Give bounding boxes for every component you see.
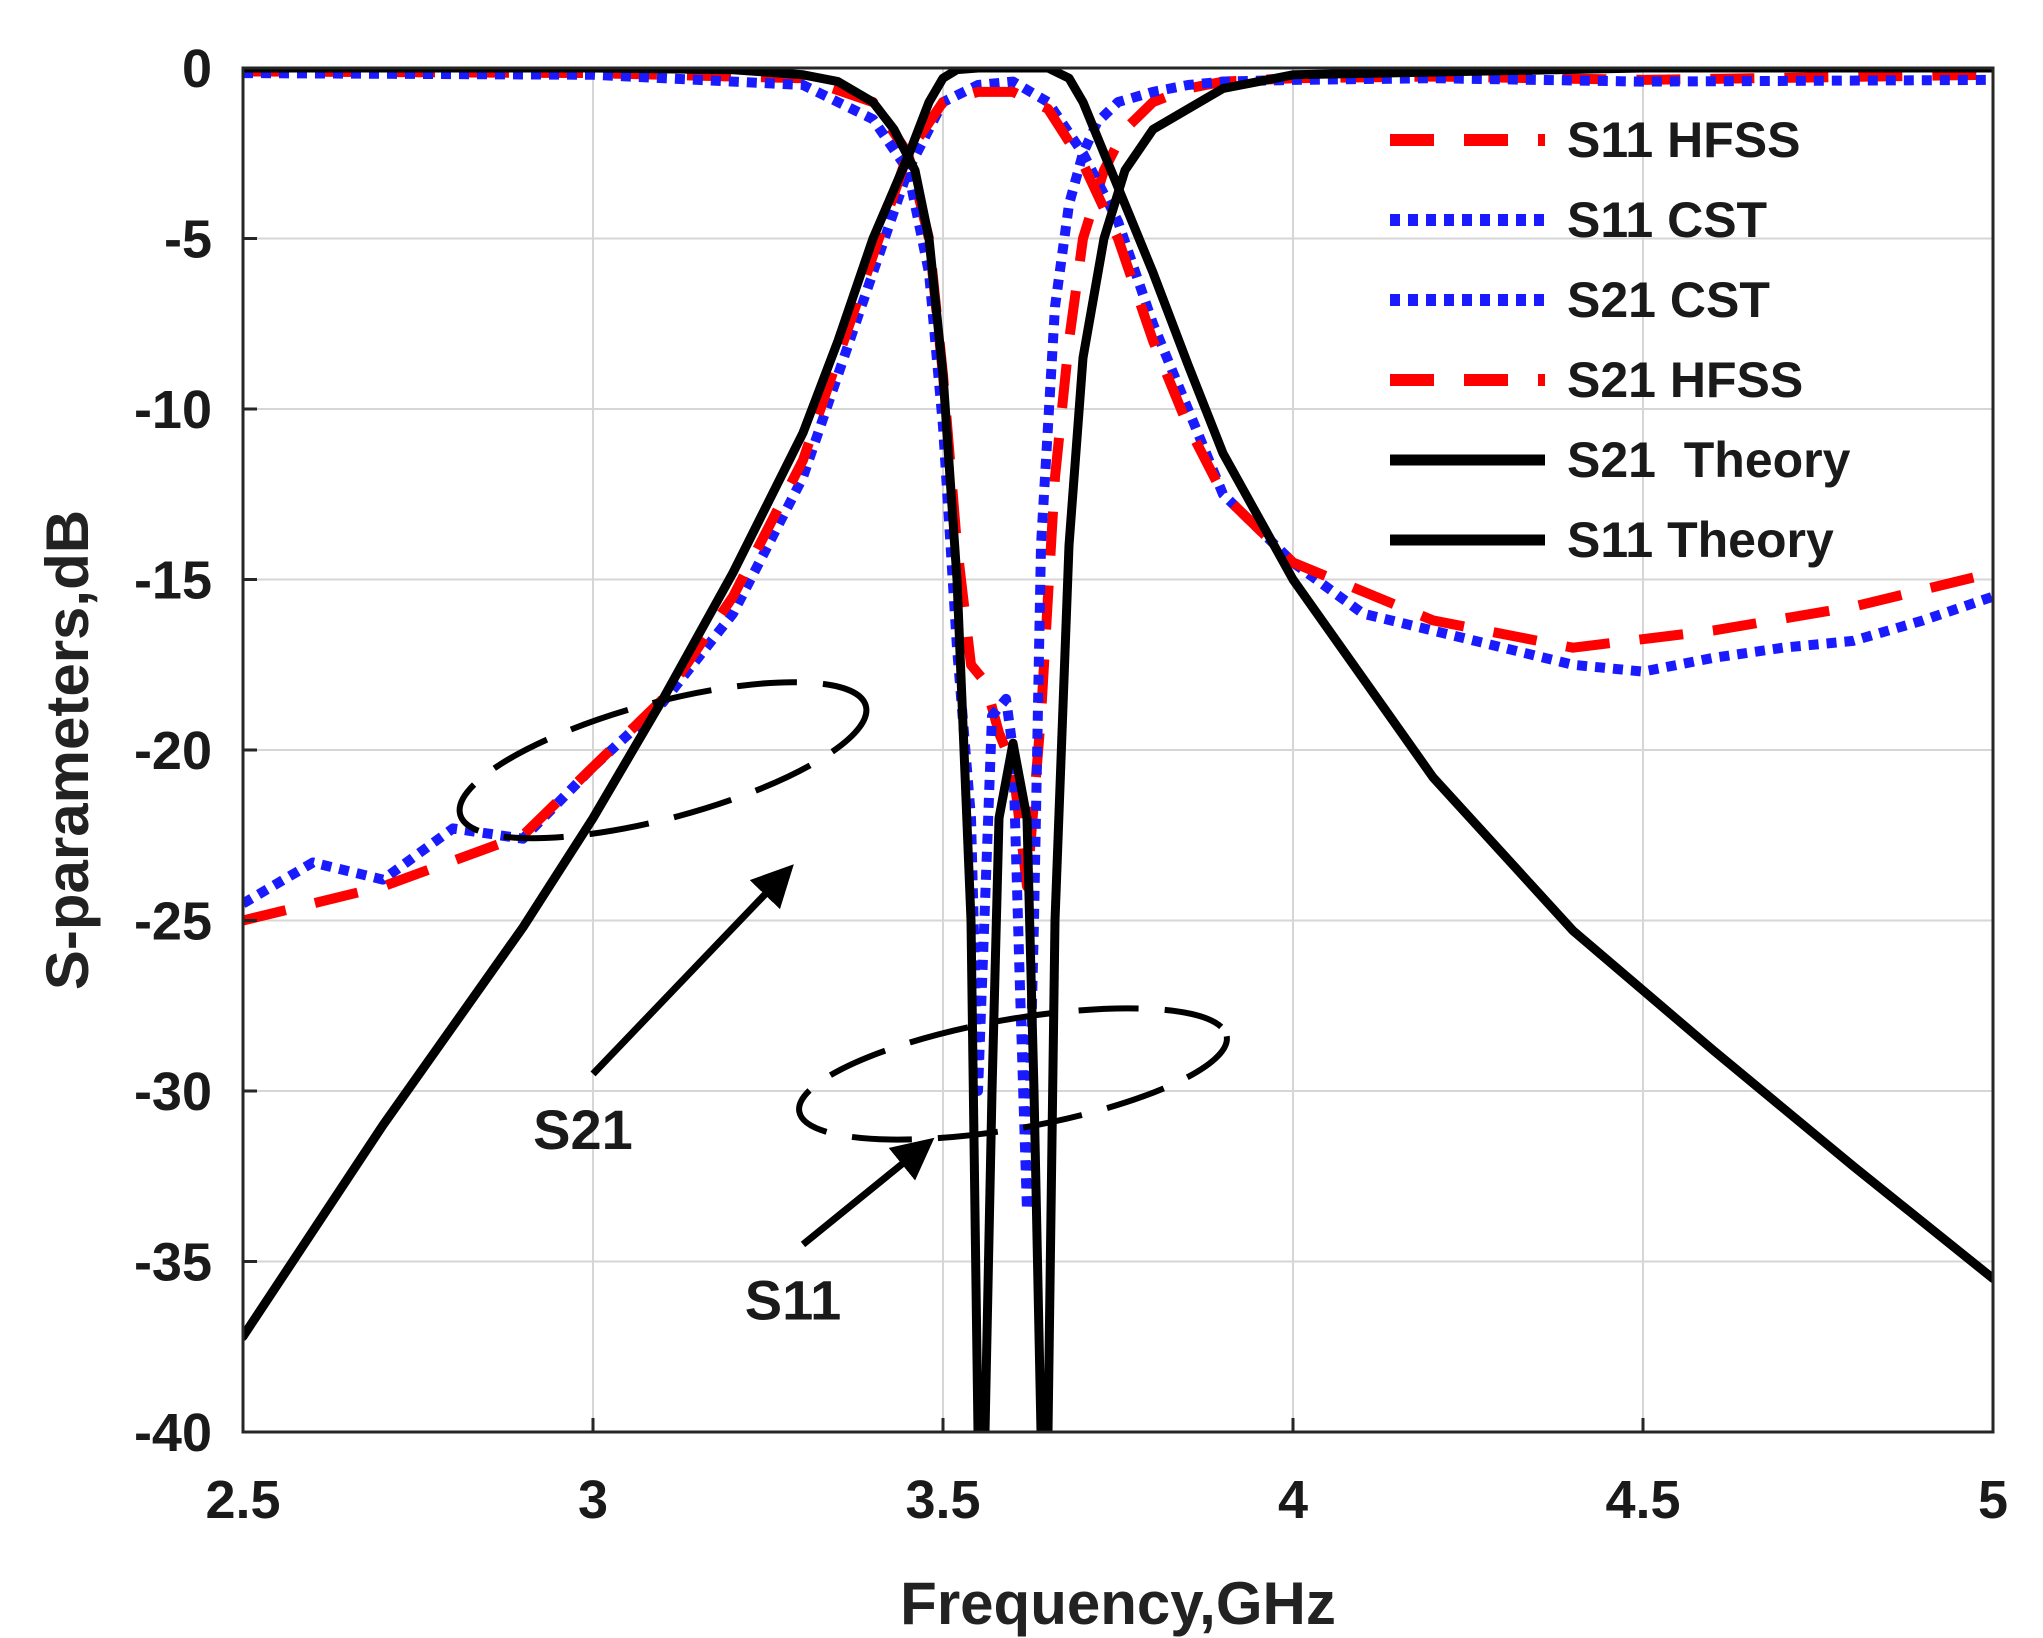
legend-label-s11-hfss: S11 HFSS	[1567, 112, 1800, 168]
y-tick-label: -25	[134, 892, 212, 952]
y-tick-label: -15	[134, 551, 212, 611]
annotation-label-s11: S11	[745, 1268, 842, 1331]
y-axis-label: S-parameters,dB	[34, 510, 101, 990]
series-line-s11-hfss	[243, 68, 1993, 892]
y-tick-label: -5	[164, 210, 212, 270]
y-tick-label: -35	[134, 1233, 212, 1293]
y-tick-label: 0	[182, 39, 212, 99]
annotations: S21 S11	[533, 864, 935, 1331]
group-ellipse-s11	[796, 1005, 1230, 1143]
x-tick-label: 4	[1278, 1470, 1308, 1530]
annotation-arrow-s21	[590, 864, 794, 1077]
series-line-s21-theory	[243, 68, 1993, 1341]
x-tick-label: 5	[1978, 1470, 2008, 1530]
legend-label-s21-cst: S21 CST	[1567, 272, 1770, 328]
y-tick-label: -10	[134, 380, 212, 440]
legend-label-s11-theory: S11 Theory	[1567, 512, 1834, 568]
y-tick-label: -40	[134, 1403, 212, 1463]
series-line-s11-theory	[243, 68, 1993, 1432]
x-axis-ticks: 2.5 3 3.5 4 4.5 5	[205, 1418, 2008, 1530]
x-tick-label: 3	[578, 1470, 608, 1530]
x-tick-label: 2.5	[205, 1470, 280, 1530]
y-axis-ticks: 0 -5 -10 -15 -20 -25 -30 -35 -40	[134, 39, 257, 1463]
x-axis-label: Frequency,GHz	[900, 1570, 1336, 1637]
annotation-arrow-s11	[800, 1137, 935, 1248]
y-tick-label: -30	[134, 1062, 212, 1122]
group-ellipse-s21	[456, 679, 870, 842]
series-layer	[243, 68, 1993, 1432]
legend-label-s21-hfss: S21 HFSS	[1567, 352, 1803, 408]
legend-label-s21-theory: S21 Theory	[1567, 432, 1851, 488]
legend: S11 HFSS S11 CST S21 CST S21 HFSS S21 Theory…	[1390, 112, 1851, 568]
legend-label-s11-cst: S11 CST	[1567, 192, 1767, 248]
annotation-ellipses	[456, 679, 1230, 1143]
annotation-label-s21: S21	[533, 1098, 633, 1161]
series-line-s21-cst	[243, 76, 1993, 908]
x-tick-label: 3.5	[905, 1470, 980, 1530]
y-tick-label: -20	[134, 721, 212, 781]
x-tick-label: 4.5	[1605, 1470, 1680, 1530]
